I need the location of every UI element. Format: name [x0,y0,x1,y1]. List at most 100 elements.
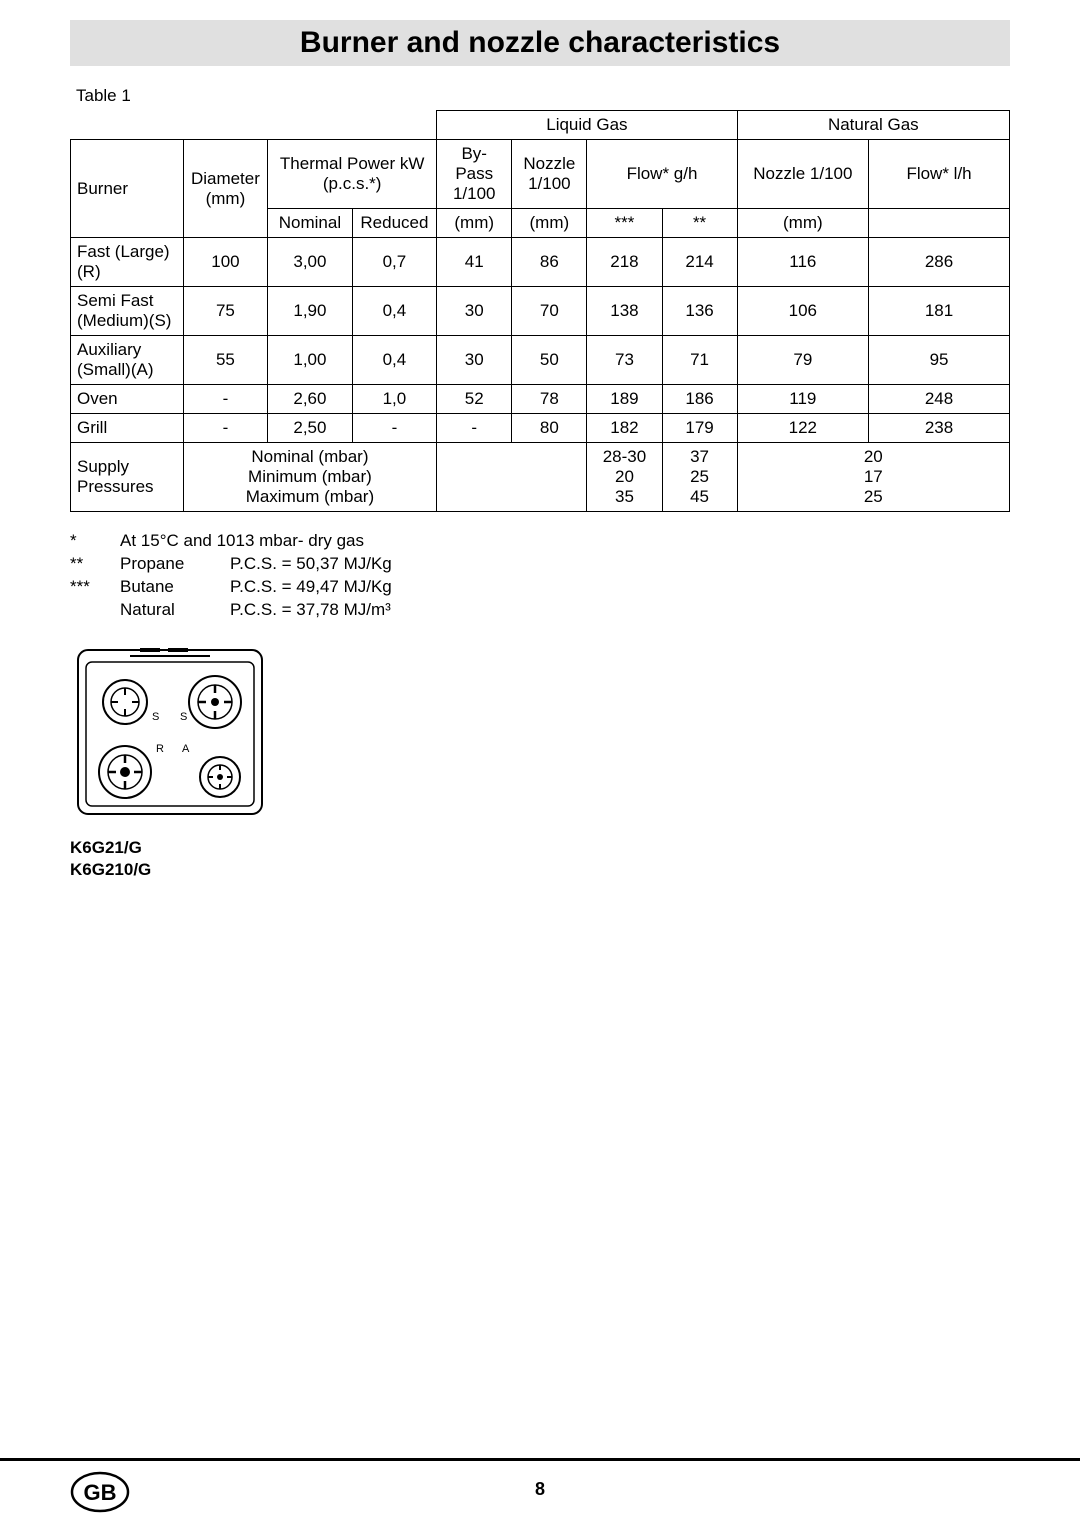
model-list: K6G21/G K6G210/G [70,837,1010,881]
supply-lg3: 28-30 20 35 [587,443,662,512]
burner-label: S [152,711,159,723]
table-row: Oven - 2,60 1,0 52 78 189 186 119 248 [71,385,1010,414]
col-flow-gh: Flow* g/h [587,140,737,209]
cell: Oven [71,385,184,414]
hob-diagram: S S R [70,642,1010,827]
col-bypass: By-Pass 1/100 [437,140,512,209]
col-nominal: Nominal [268,209,353,238]
cell: 75 [183,287,268,336]
cell: 2,50 [268,414,353,443]
cell: Semi Fast (Medium)(S) [71,287,184,336]
cell: 106 [737,287,868,336]
cell: 41 [437,238,512,287]
cell: 0,4 [352,336,437,385]
footnote-sym: * [70,530,120,553]
footnote-sym: ** [70,553,120,576]
cell: 0,4 [352,287,437,336]
cell: 1,90 [268,287,353,336]
cell: 181 [869,287,1010,336]
cell: 80 [512,414,587,443]
col-mm-nozzle-ng: (mm) [737,209,868,238]
cell: 122 [737,414,868,443]
cell: 52 [437,385,512,414]
supply-labels: Nominal (mbar) Minimum (mbar) Maximum (m… [183,443,437,512]
table-row: Semi Fast (Medium)(S) 75 1,90 0,4 30 70 … [71,287,1010,336]
burner-label: S [180,711,187,723]
cell: - [183,385,268,414]
col-thermal: Thermal Power kW (p.c.s.*) [268,140,437,209]
cell: 70 [512,287,587,336]
cell: - [437,414,512,443]
col-diameter: Diameter (mm) [183,140,268,238]
footnote-sym [70,599,120,622]
burner-label: R [156,743,164,755]
header-liquid-gas: Liquid Gas [437,111,737,140]
col-mm-bypass: (mm) [437,209,512,238]
cell: 189 [587,385,662,414]
cell: 1,0 [352,385,437,414]
cell: 1,00 [268,336,353,385]
cell: 238 [869,414,1010,443]
col-star3: *** [587,209,662,238]
cell: 55 [183,336,268,385]
cell: 73 [587,336,662,385]
cell: 2,60 [268,385,353,414]
country-badge: GB [70,1471,130,1518]
footnotes: * At 15°C and 1013 mbar- dry gas ** Prop… [70,530,1010,622]
cell: 50 [512,336,587,385]
col-nozzle-ng: Nozzle 1/100 [737,140,868,209]
supply-label: Supply Pressures [71,443,184,512]
cell: 86 [512,238,587,287]
footnote-value: P.C.S. = 49,47 MJ/Kg [230,576,392,599]
footnote-text: At 15°C and 1013 mbar- dry gas [120,530,364,553]
footnote-value: P.C.S. = 50,37 MJ/Kg [230,553,392,576]
cell: 71 [662,336,737,385]
model-number: K6G210/G [70,859,1010,881]
col-star2: ** [662,209,737,238]
supply-ng: 20 17 25 [737,443,1009,512]
cell: 78 [512,385,587,414]
page-footer: GB 8 [0,1458,1080,1528]
cell: 100 [183,238,268,287]
cell: 248 [869,385,1010,414]
footnote-label: Propane [120,553,230,576]
cell: - [183,414,268,443]
cell: Fast (Large)(R) [71,238,184,287]
col-flow-lh: Flow* l/h [869,140,1010,209]
cell: - [352,414,437,443]
cell: Grill [71,414,184,443]
burner-table: Liquid Gas Natural Gas Burner Diameter (… [70,110,1010,512]
page-number: 8 [535,1479,545,1500]
cell: 218 [587,238,662,287]
cell: 136 [662,287,737,336]
cell: 3,00 [268,238,353,287]
col-nozzle-lg: Nozzle 1/100 [512,140,587,209]
cell: 0,7 [352,238,437,287]
burner-label: A [182,743,190,755]
page-title: Burner and nozzle characteristics [70,20,1010,66]
cell: 79 [737,336,868,385]
cell: 116 [737,238,868,287]
table-row: Fast (Large)(R) 100 3,00 0,7 41 86 218 2… [71,238,1010,287]
model-number: K6G21/G [70,837,1010,859]
cell: 214 [662,238,737,287]
badge-text: GB [84,1480,117,1505]
col-reduced: Reduced [352,209,437,238]
cell: 119 [737,385,868,414]
supply-lg2: 37 25 45 [662,443,737,512]
footnote-label: Butane [120,576,230,599]
footnote-sym: *** [70,576,120,599]
footnote-label: Natural [120,599,230,622]
cell: 286 [869,238,1010,287]
header-natural-gas: Natural Gas [737,111,1009,140]
cell: 30 [437,287,512,336]
table-row: Auxiliary (Small)(A) 55 1,00 0,4 30 50 7… [71,336,1010,385]
footnote-value: P.C.S. = 37,78 MJ/m³ [230,599,391,622]
cell: 182 [587,414,662,443]
supply-row: Supply Pressures Nominal (mbar) Minimum … [71,443,1010,512]
cell: 179 [662,414,737,443]
table-caption: Table 1 [76,86,1010,106]
cell: Auxiliary (Small)(A) [71,336,184,385]
cell: 30 [437,336,512,385]
table-row: Grill - 2,50 - - 80 182 179 122 238 [71,414,1010,443]
